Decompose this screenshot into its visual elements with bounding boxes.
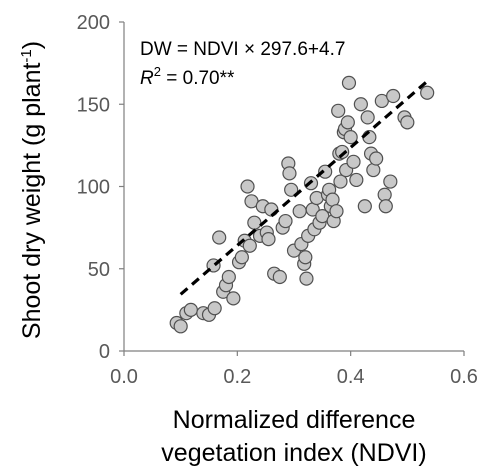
data-point xyxy=(183,302,198,317)
data-point xyxy=(272,269,287,285)
x-tick-label: 0.4 xyxy=(337,366,365,388)
y-axis-title-close: ) xyxy=(18,41,46,49)
data-point xyxy=(353,97,368,112)
x-axis-title-line2: vegetation index (NDVI) xyxy=(161,439,426,467)
data-point xyxy=(242,238,257,253)
r-squared-superscript: 2 xyxy=(154,64,161,79)
data-point xyxy=(331,103,346,118)
axis-ticks: 0.0 0.2 0.4 0.6 0 50 100 150 200 xyxy=(77,12,478,388)
x-axis-title-line1: Normalized difference xyxy=(173,406,416,434)
y-axis-title-superscript: -1 xyxy=(18,49,35,62)
data-point xyxy=(240,179,255,194)
regression-line-group xyxy=(179,77,432,296)
data-point xyxy=(360,110,375,125)
data-point xyxy=(212,230,227,245)
data-point xyxy=(318,164,333,179)
data-point xyxy=(207,301,222,316)
data-point xyxy=(221,269,236,285)
y-tick-label: 0 xyxy=(99,341,110,363)
r-squared-symbol: R xyxy=(140,68,154,89)
data-point xyxy=(400,115,415,130)
y-axis-title: Shoot dry weight (g plant-1) xyxy=(18,41,46,339)
data-point xyxy=(346,154,361,169)
data-point xyxy=(173,319,188,334)
y-axis-title-text: Shoot dry weight (g plant xyxy=(18,63,46,340)
x-tick-label: 0.0 xyxy=(110,366,138,388)
data-point xyxy=(261,232,276,247)
data-point xyxy=(357,199,372,214)
regression-line xyxy=(179,77,432,296)
y-tick-label: 150 xyxy=(77,94,110,116)
data-point xyxy=(292,204,307,219)
y-tick-label: 200 xyxy=(77,12,110,34)
data-point xyxy=(369,151,384,166)
data-point xyxy=(299,271,314,286)
data-point xyxy=(420,85,435,100)
data-point xyxy=(298,250,313,265)
data-point xyxy=(386,88,401,104)
data-point xyxy=(226,291,241,306)
data-point xyxy=(349,172,364,188)
data-point xyxy=(284,182,299,197)
data-point xyxy=(247,215,262,230)
r-squared-value: = 0.70** xyxy=(161,68,235,89)
regression-equation: DW = NDVI × 297.6+4.7 xyxy=(140,39,345,60)
y-tick-label: 50 xyxy=(88,259,110,281)
x-tick-label: 0.2 xyxy=(223,366,251,388)
data-point xyxy=(383,174,398,189)
data-points xyxy=(169,75,435,334)
data-point xyxy=(333,174,348,189)
data-point xyxy=(335,144,350,160)
data-point xyxy=(340,115,355,130)
data-point xyxy=(278,213,293,229)
data-point xyxy=(366,162,381,178)
r-squared-label: R2 = 0.70** xyxy=(140,64,235,89)
y-tick-label: 100 xyxy=(77,177,110,199)
data-point xyxy=(341,75,357,90)
data-point xyxy=(329,204,344,219)
data-point xyxy=(234,250,249,265)
x-tick-label: 0.6 xyxy=(450,366,478,388)
data-point xyxy=(378,199,393,214)
data-point xyxy=(282,166,297,181)
data-point xyxy=(343,130,358,145)
